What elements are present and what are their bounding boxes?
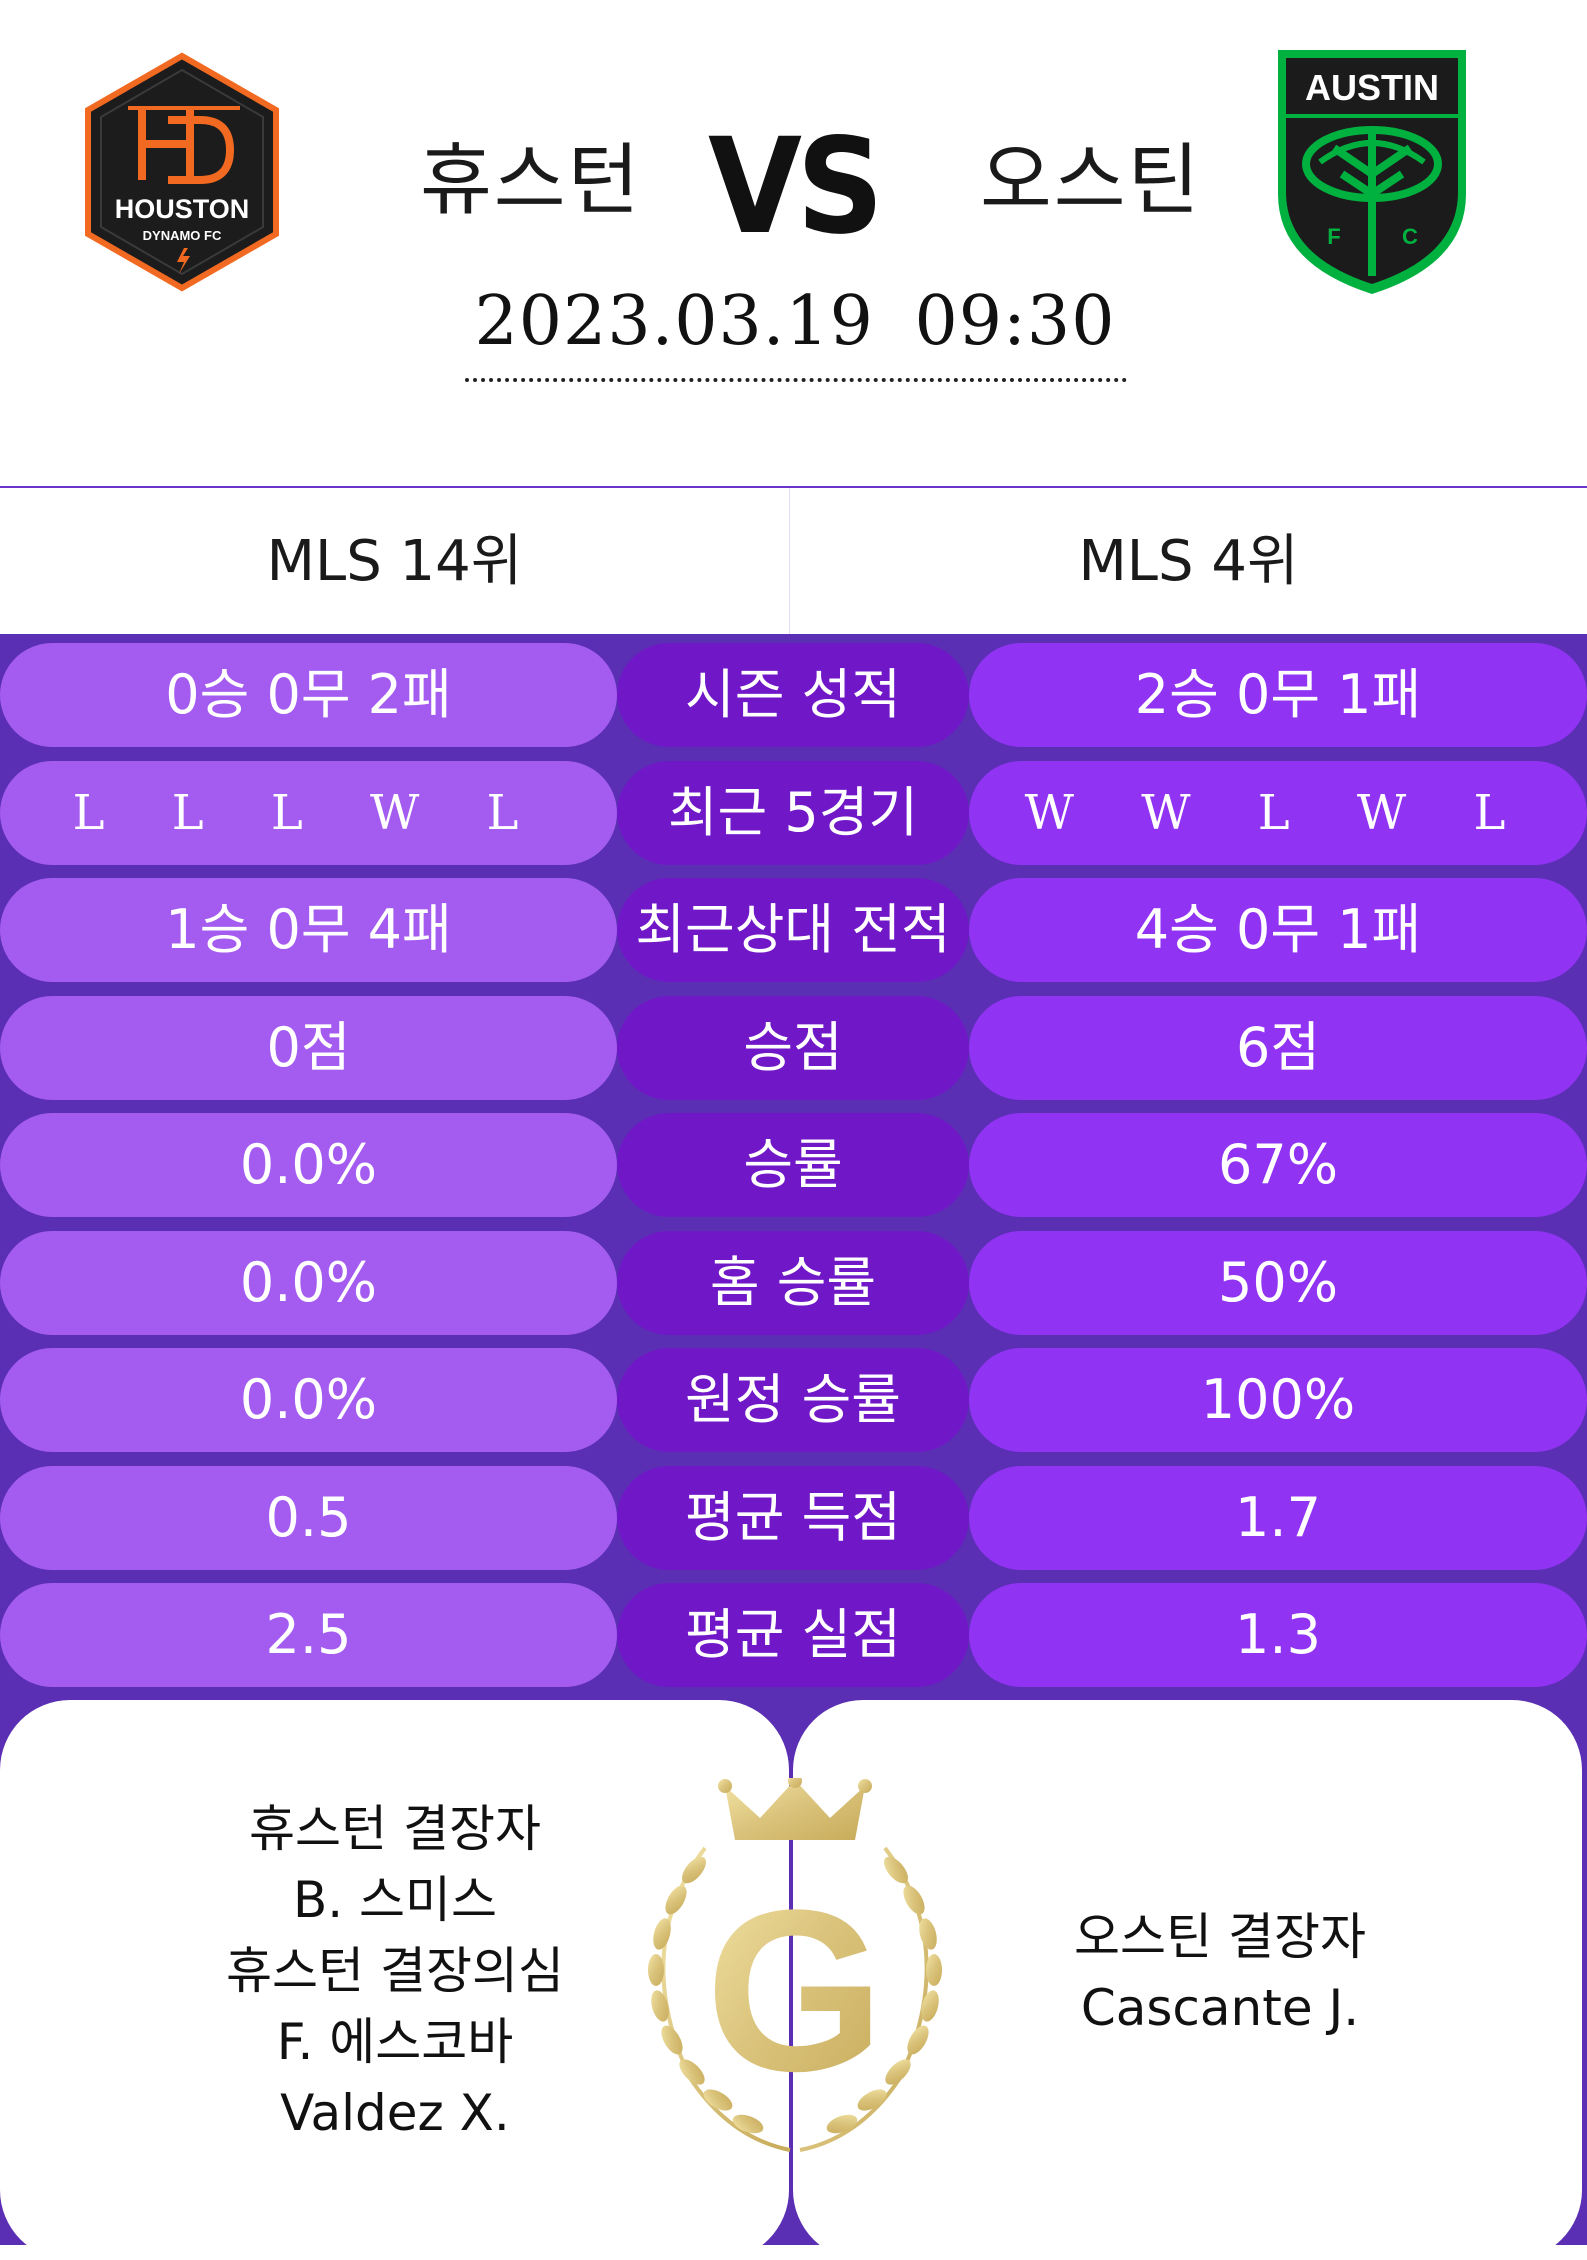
stat-label: 원정 승률: [617, 1348, 969, 1452]
away-team-name: 오스틴: [980, 136, 1202, 226]
stat-row-away-win-rate: 0.0% 원정 승률 100%: [0, 1348, 1587, 1452]
stat-row-win-rate: 0.0% 승률 67%: [0, 1113, 1587, 1217]
away-stat-value: 6점: [969, 996, 1587, 1100]
away-absence-list: 오스틴 결장자 Cascante J.: [1020, 1902, 1420, 2044]
home-stat-value: 0.0%: [0, 1113, 617, 1217]
svg-text:C: C: [1402, 224, 1418, 249]
away-stat-value: 1.3: [969, 1583, 1587, 1687]
houston-logo-subtext: DYNAMO FC: [143, 228, 222, 243]
home-team-name: 휴스턴: [420, 136, 642, 226]
stat-label: 시즌 성적: [617, 643, 969, 747]
stat-label: 평균 득점: [617, 1466, 969, 1570]
home-stat-value: 0승 0무 2패: [0, 643, 617, 747]
match-datetime: 2023.03.19 09:30: [474, 282, 1116, 361]
home-absence-list: 휴스턴 결장자 B. 스미스 휴스턴 결장의심 F. 에스코바 Valdez X…: [185, 1794, 605, 2149]
away-stat-value: 67%: [969, 1113, 1587, 1217]
stat-label: 승점: [617, 996, 969, 1100]
stat-label: 최근 5경기: [617, 761, 969, 865]
home-absence-heading: 휴스턴 결장자: [249, 1800, 541, 1858]
away-recent-form: W W L W L: [969, 761, 1587, 865]
home-doubtful-heading: 휴스턴 결장의심: [226, 1942, 564, 2000]
away-absent-player: Cascante J.: [1080, 1979, 1360, 2037]
home-stat-value: 0점: [0, 996, 617, 1100]
home-absent-player: B. 스미스: [292, 1871, 498, 1929]
stat-row-head-to-head: 1승 0무 4패 최근상대 전적 4승 0무 1패: [0, 878, 1587, 982]
away-absence-heading: 오스틴 결장자: [1074, 1908, 1366, 1966]
svg-text:F: F: [1327, 224, 1340, 249]
away-rank: MLS 4위: [1078, 529, 1299, 594]
vs-label: VS: [708, 110, 884, 264]
stat-row-avg-goals-against: 2.5 평균 실점 1.3: [0, 1583, 1587, 1687]
dotted-divider: [465, 378, 1127, 382]
stat-row-points: 0점 승점 6점: [0, 996, 1587, 1100]
away-stat-value: 4승 0무 1패: [969, 878, 1587, 982]
home-rank: MLS 14위: [0, 488, 790, 636]
home-stat-value: 0.5: [0, 1466, 617, 1570]
home-doubtful-player: Valdez X.: [280, 2084, 510, 2142]
match-header: HOUSTON DYNAMO FC 휴스턴 VS 오스틴 AUSTIN F C …: [0, 0, 1587, 486]
stat-label: 승률: [617, 1113, 969, 1217]
away-stat-value: 1.7: [969, 1466, 1587, 1570]
stat-row-home-win-rate: 0.0% 홈 승률 50%: [0, 1231, 1587, 1335]
houston-logo-text: HOUSTON: [115, 194, 250, 224]
home-recent-form: L L L W L: [0, 761, 617, 865]
austin-logo-text: AUSTIN: [1305, 67, 1439, 108]
stat-row-season: 0승 0무 2패 시즌 성적 2승 0무 1패: [0, 643, 1587, 747]
houston-dynamo-logo: HOUSTON DYNAMO FC: [85, 52, 279, 292]
away-stat-value: 50%: [969, 1231, 1587, 1335]
home-doubtful-player: F. 에스코바: [276, 2013, 514, 2071]
crest-letter: G: [706, 1862, 885, 2119]
stat-row-avg-goals-for: 0.5 평균 득점 1.7: [0, 1466, 1587, 1570]
home-stat-value: 1승 0무 4패: [0, 878, 617, 982]
stat-row-recent-form: L L L W L 최근 5경기 W W L W L: [0, 761, 1587, 865]
stat-label: 홈 승률: [617, 1231, 969, 1335]
away-stat-value: 2승 0무 1패: [969, 643, 1587, 747]
away-stat-value: 100%: [969, 1348, 1587, 1452]
home-stat-value: 0.0%: [0, 1348, 617, 1452]
home-stat-value: 2.5: [0, 1583, 617, 1687]
home-stat-value: 0.0%: [0, 1231, 617, 1335]
stat-label: 평균 실점: [617, 1583, 969, 1687]
league-rank-band: MLS 14위 MLS 4위: [0, 486, 1587, 636]
stat-label: 최근상대 전적: [617, 878, 969, 982]
austin-fc-logo: AUSTIN F C: [1278, 50, 1466, 294]
gold-crown-crest-logo: G: [648, 1778, 942, 2152]
